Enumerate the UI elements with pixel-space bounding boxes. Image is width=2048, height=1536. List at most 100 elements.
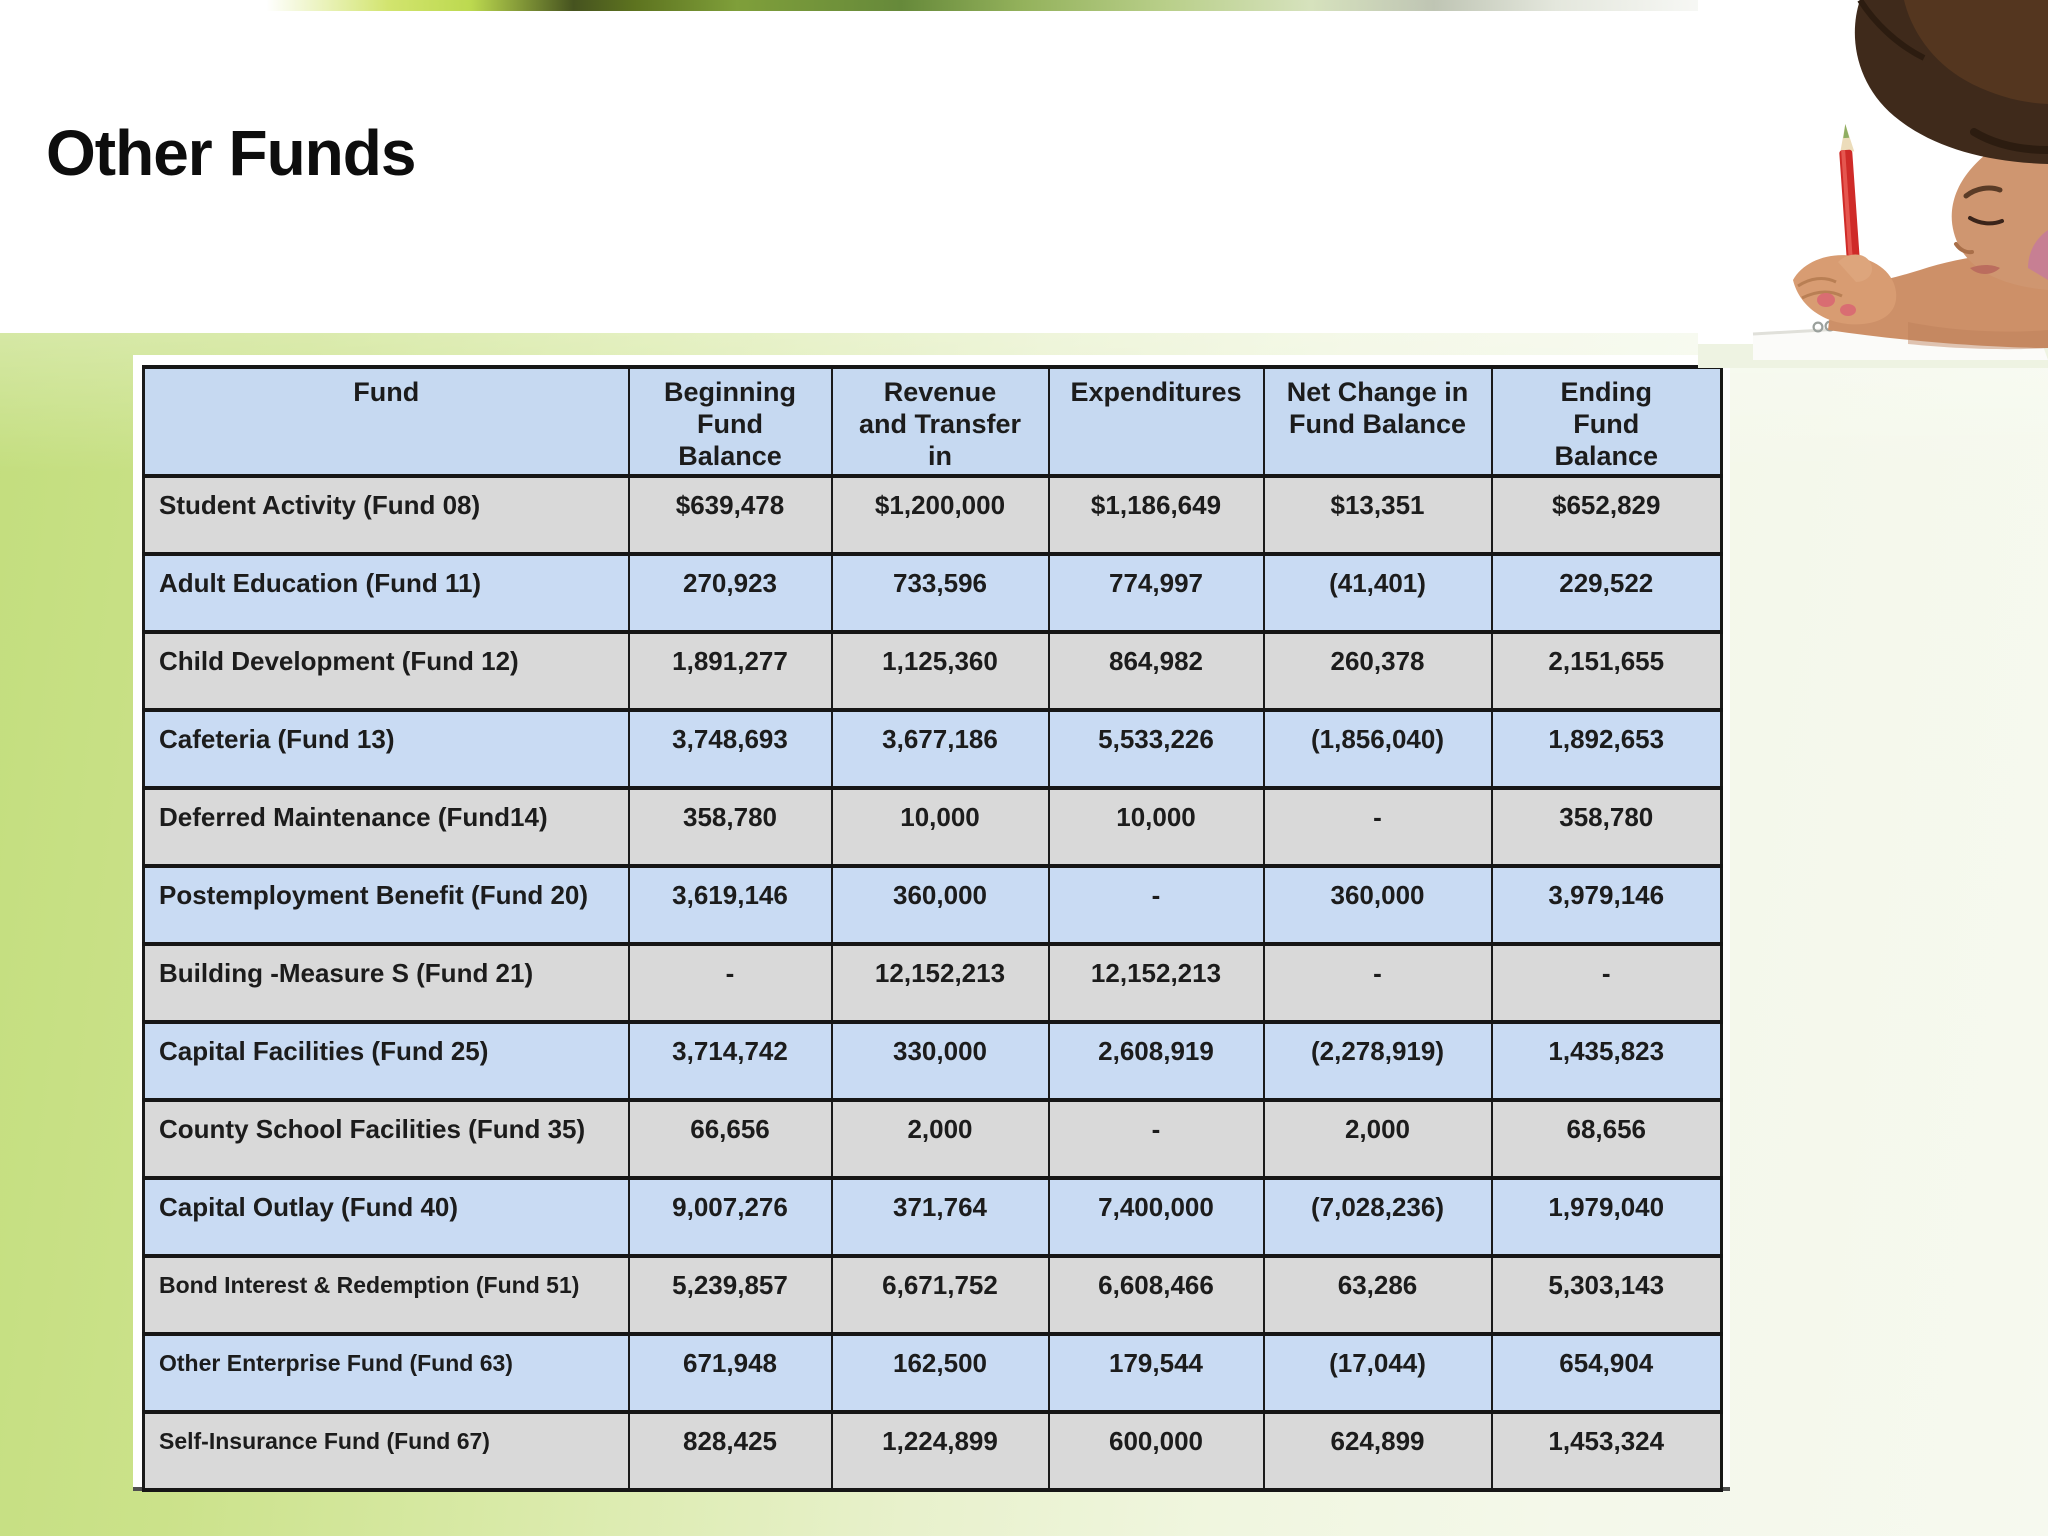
header-cell-5: Ending Fund Balance: [1490, 365, 1723, 478]
table-row: Capital Facilities (Fund 25) 3,714,742 330…: [142, 1019, 1723, 1102]
value-cell: 1,453,324: [1490, 1409, 1723, 1492]
value-cell: 330,000: [830, 1019, 1050, 1102]
value-cell: 9,007,276: [627, 1175, 833, 1258]
value-cell: 358,780: [1490, 785, 1723, 868]
value-cell: -: [1262, 941, 1493, 1024]
value-cell: 1,125,360: [830, 629, 1050, 712]
value-cell: $1,186,649: [1047, 473, 1265, 556]
value-cell: 7,400,000: [1047, 1175, 1265, 1258]
fund-name-cell: Child Development (Fund 12): [142, 629, 630, 712]
table-row: Child Development (Fund 12) 1,891,277 1,12…: [142, 629, 1723, 712]
value-cell: 371,764: [830, 1175, 1050, 1258]
value-cell: 229,522: [1490, 551, 1723, 634]
value-cell: 1,892,653: [1490, 707, 1723, 790]
girl-hand: [1793, 254, 1897, 325]
value-cell: 2,000: [830, 1097, 1050, 1180]
table-row: Self-Insurance Fund (Fund 67) 828,425 1,22…: [142, 1409, 1723, 1492]
value-cell: 12,152,213: [1047, 941, 1265, 1024]
header-cell-0: Fund: [142, 365, 630, 478]
table-header: Fund Beginning Fund Balance Revenue and Tr…: [142, 365, 1723, 478]
value-cell: $652,829: [1490, 473, 1723, 556]
header-cell-1: Beginning Fund Balance: [627, 365, 833, 478]
value-cell: 179,544: [1047, 1331, 1265, 1414]
fund-name-cell: Other Enterprise Fund (Fund 63): [142, 1331, 630, 1414]
value-cell: (7,028,236): [1262, 1175, 1493, 1258]
value-cell: -: [627, 941, 833, 1024]
value-cell: 360,000: [830, 863, 1050, 946]
fund-name-cell: Cafeteria (Fund 13): [142, 707, 630, 790]
value-cell: 774,997: [1047, 551, 1265, 634]
table-row: County School Facilities (Fund 35) 66,656…: [142, 1097, 1723, 1180]
value-cell: $639,478: [627, 473, 833, 556]
value-cell: 358,780: [627, 785, 833, 868]
fund-name-cell: Deferred Maintenance (Fund14): [142, 785, 630, 868]
table-row: Other Enterprise Fund (Fund 63) 671,948 16…: [142, 1331, 1723, 1414]
value-cell: -: [1047, 1097, 1265, 1180]
child-writing-photo: [1698, 0, 2048, 368]
table-row: Cafeteria (Fund 13) 3,748,693 3,677,186 5,5…: [142, 707, 1723, 790]
value-cell: 10,000: [1047, 785, 1265, 868]
value-cell: 68,656: [1490, 1097, 1723, 1180]
value-cell: 3,748,693: [627, 707, 833, 790]
value-cell: 270,923: [627, 551, 833, 634]
value-cell: 6,671,752: [830, 1253, 1050, 1336]
funds-table: Fund Beginning Fund Balance Revenue and Tr…: [142, 365, 1723, 1492]
table-body: Student Activity (Fund 08) $639,478 $1,200…: [142, 473, 1723, 1492]
value-cell: 2,608,919: [1047, 1019, 1265, 1102]
page-title: Other Funds: [46, 117, 416, 189]
value-cell: 828,425: [627, 1409, 833, 1492]
value-cell: -: [1262, 785, 1493, 868]
value-cell: $1,200,000: [830, 473, 1050, 556]
value-cell: -: [1490, 941, 1723, 1024]
value-cell: 1,891,277: [627, 629, 833, 712]
table-row: Student Activity (Fund 08) $639,478 $1,200…: [142, 473, 1723, 556]
table-row: Building -Measure S (Fund 21) -12,152,213…: [142, 941, 1723, 1024]
value-cell: 3,714,742: [627, 1019, 833, 1102]
value-cell: (2,278,919): [1262, 1019, 1493, 1102]
value-cell: (1,856,040): [1262, 707, 1493, 790]
header-cell-4: Net Change in Fund Balance: [1262, 365, 1493, 478]
value-cell: 162,500: [830, 1331, 1050, 1414]
value-cell: 3,979,146: [1490, 863, 1723, 946]
value-cell: 624,899: [1262, 1409, 1493, 1492]
value-cell: 12,152,213: [830, 941, 1050, 1024]
value-cell: 260,378: [1262, 629, 1493, 712]
table-row: Postemployment Benefit (Fund 20) 3,619,14…: [142, 863, 1723, 946]
girl-hair: [1854, 0, 2048, 164]
fund-name-cell: Bond Interest & Redemption (Fund 51): [142, 1253, 630, 1336]
value-cell: $13,351: [1262, 473, 1493, 556]
fund-name-cell: Student Activity (Fund 08): [142, 473, 630, 556]
value-cell: 600,000: [1047, 1409, 1265, 1492]
value-cell: 671,948: [627, 1331, 833, 1414]
table-panel: Fund Beginning Fund Balance Revenue and Tr…: [133, 355, 1730, 1492]
table-row: Capital Outlay (Fund 40) 9,007,276 371,764…: [142, 1175, 1723, 1258]
header-cell-2: Revenue and Transfer in: [830, 365, 1050, 478]
fund-name-cell: Adult Education (Fund 11): [142, 551, 630, 634]
fund-name-cell: Capital Facilities (Fund 25): [142, 1019, 630, 1102]
value-cell: 66,656: [627, 1097, 833, 1180]
value-cell: 864,982: [1047, 629, 1265, 712]
shirt-strap: [2028, 230, 2048, 280]
value-cell: 6,608,466: [1047, 1253, 1265, 1336]
value-cell: 3,677,186: [830, 707, 1050, 790]
value-cell: 5,533,226: [1047, 707, 1265, 790]
value-cell: -: [1047, 863, 1265, 946]
value-cell: (17,044): [1262, 1331, 1493, 1414]
value-cell: 1,224,899: [830, 1409, 1050, 1492]
header-row: Fund Beginning Fund Balance Revenue and Tr…: [142, 365, 1723, 478]
top-accent-strip: [0, 0, 2048, 11]
header-cell-3: Expenditures: [1047, 365, 1265, 478]
fund-name-cell: Capital Outlay (Fund 40): [142, 1175, 630, 1258]
table-row: Bond Interest & Redemption (Fund 51) 5,23…: [142, 1253, 1723, 1336]
value-cell: 2,151,655: [1490, 629, 1723, 712]
fund-name-cell: Postemployment Benefit (Fund 20): [142, 863, 630, 946]
value-cell: 3,619,146: [627, 863, 833, 946]
table-row: Deferred Maintenance (Fund14) 358,780 10,0…: [142, 785, 1723, 868]
value-cell: 360,000: [1262, 863, 1493, 946]
value-cell: 63,286: [1262, 1253, 1493, 1336]
value-cell: 5,239,857: [627, 1253, 833, 1336]
value-cell: (41,401): [1262, 551, 1493, 634]
fund-name-cell: Building -Measure S (Fund 21): [142, 941, 630, 1024]
girl-face: [1951, 128, 2048, 290]
value-cell: 10,000: [830, 785, 1050, 868]
